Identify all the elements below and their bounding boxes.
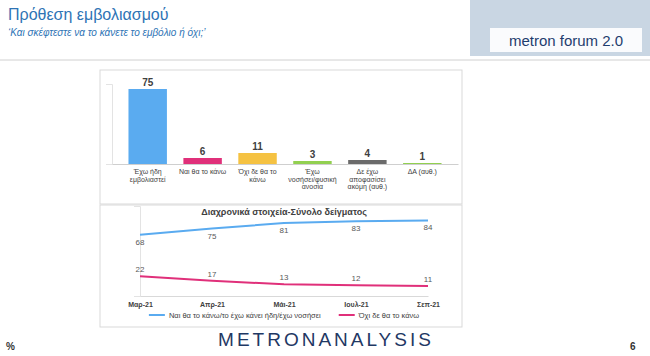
tick-label: Απρ-21 bbox=[200, 301, 225, 309]
tick-label: Δε έχωαποφασίσειακόμη (αυθ.) bbox=[348, 168, 388, 191]
bar bbox=[238, 153, 276, 164]
data-labels: 68 75 81 83 84 22 17 13 12 11 bbox=[136, 223, 433, 284]
axis-line bbox=[141, 296, 429, 297]
data-label: 3 bbox=[310, 149, 316, 160]
y-axis bbox=[134, 207, 141, 297]
bar bbox=[183, 158, 221, 164]
bar bbox=[348, 160, 386, 164]
tick: Μαρ-21 bbox=[128, 296, 153, 309]
data-label: 68 bbox=[136, 238, 145, 247]
tick-label: Όχι δε θα τοκάνω bbox=[238, 168, 277, 183]
x-axis: Μαρ-21 Απρ-21 Μάι-21 Ιουλ-21 Σεπ-21 bbox=[128, 296, 440, 309]
legend-swatch bbox=[149, 314, 165, 316]
axis-line bbox=[106, 85, 113, 165]
tick: Ναι θα το κάνω bbox=[179, 164, 227, 175]
lines bbox=[140, 220, 428, 286]
axis-line bbox=[134, 207, 141, 297]
tick-label: Μαρ-21 bbox=[128, 301, 153, 309]
data-label: 1 bbox=[420, 151, 426, 162]
bars bbox=[128, 89, 441, 164]
data-labels: 75 6 11 3 4 1 bbox=[142, 77, 425, 162]
tick: Δε έχωαποφασίσειακόμη (αυθ.) bbox=[348, 164, 388, 191]
chart-frame bbox=[100, 205, 462, 327]
header-rule bbox=[0, 60, 650, 61]
data-label: 6 bbox=[200, 146, 206, 157]
tick-label: Έχω ήδηεμβολιαστεί bbox=[130, 168, 166, 184]
logo-plate bbox=[490, 28, 642, 52]
tick: Έχω ήδηεμβολιαστεί bbox=[130, 164, 166, 184]
bar bbox=[128, 89, 166, 164]
data-label: 75 bbox=[208, 232, 217, 241]
data-label: 84 bbox=[424, 223, 433, 232]
label-line: κάνω bbox=[249, 176, 266, 183]
logo-box bbox=[470, 0, 650, 56]
x-axis: Έχω ήδηεμβολιαστεί Ναι θα το κάνω Όχι δε θ… bbox=[113, 164, 459, 191]
legend-item: Ναι θα το κάνω/το έχω κάνει ήδη/έχω νοσή… bbox=[149, 311, 321, 320]
bar bbox=[403, 163, 441, 164]
unit-label: % bbox=[6, 341, 15, 352]
y-axis bbox=[106, 85, 113, 165]
tick: Σεπ-21 bbox=[417, 296, 440, 308]
legend-swatch bbox=[339, 314, 355, 316]
tick-label: Μάι-21 bbox=[273, 301, 295, 308]
tick: Απρ-21 bbox=[200, 296, 225, 309]
footer-brand: METRONANALYSIS bbox=[218, 329, 434, 350]
data-label: 81 bbox=[280, 226, 289, 235]
bar bbox=[293, 161, 331, 164]
tick-label: Ναι θα το κάνω bbox=[179, 168, 227, 175]
tick: Ιουλ-21 bbox=[344, 296, 368, 308]
legend-label: Όχι δε θα το κάνω bbox=[358, 311, 420, 320]
label-line: ανοσία bbox=[302, 183, 323, 190]
slide-subtitle: ‘Και σκέφτεστε να το κάνετε το εμβόλιο ή… bbox=[8, 27, 206, 38]
legend-label: Ναι θα το κάνω/το έχω κάνει ήδη/έχω νοσή… bbox=[169, 311, 321, 320]
label-line: ακόμη (αυθ.) bbox=[348, 183, 388, 191]
data-label: 75 bbox=[142, 77, 154, 88]
tick: ΔΑ (αυθ.) bbox=[408, 164, 437, 176]
label-line: εμβολιαστεί bbox=[130, 176, 166, 184]
label-line: ΔΑ (αυθ.) bbox=[408, 168, 437, 176]
tick: Μάι-21 bbox=[273, 296, 295, 308]
tick-label: Έχωνοσήσει/φυσικήανοσία bbox=[288, 168, 336, 190]
data-label: 11 bbox=[252, 141, 263, 152]
tick-label: Ιουλ-21 bbox=[344, 301, 368, 308]
data-label: 83 bbox=[352, 224, 361, 233]
chart-frame bbox=[100, 70, 462, 204]
data-label: 12 bbox=[352, 274, 361, 283]
data-label: 17 bbox=[208, 270, 217, 279]
tick: Όχι δε θα τοκάνω bbox=[238, 164, 277, 183]
legend: Ναι θα το κάνω/το έχω κάνει ήδη/έχω νοσή… bbox=[149, 311, 419, 320]
label-line: Ναι θα το κάνω bbox=[179, 168, 227, 175]
data-label: 13 bbox=[280, 273, 289, 282]
axis-line bbox=[113, 164, 459, 165]
slide-title: Πρόθεση εμβολιασμού bbox=[8, 6, 169, 23]
tick-label: Σεπ-21 bbox=[417, 301, 440, 308]
data-label: 4 bbox=[365, 148, 371, 159]
logo-text: metron forum 2.0 bbox=[509, 32, 623, 49]
data-label: 11 bbox=[424, 275, 433, 284]
slide: Πρόθεση εμβολιασμού ‘Και σκέφτεστε να το … bbox=[0, 0, 650, 356]
tick: Έχωνοσήσει/φυσικήανοσία bbox=[288, 164, 336, 190]
line bbox=[140, 220, 428, 234]
legend-item: Όχι δε θα το κάνω bbox=[339, 311, 420, 320]
data-label: 22 bbox=[136, 265, 145, 274]
chart-title: Διαχρονικά στοιχεία-Σύνολο δείγματος bbox=[201, 207, 367, 217]
page-number: 6 bbox=[630, 341, 636, 352]
tick-label: ΔΑ (αυθ.) bbox=[408, 168, 437, 176]
